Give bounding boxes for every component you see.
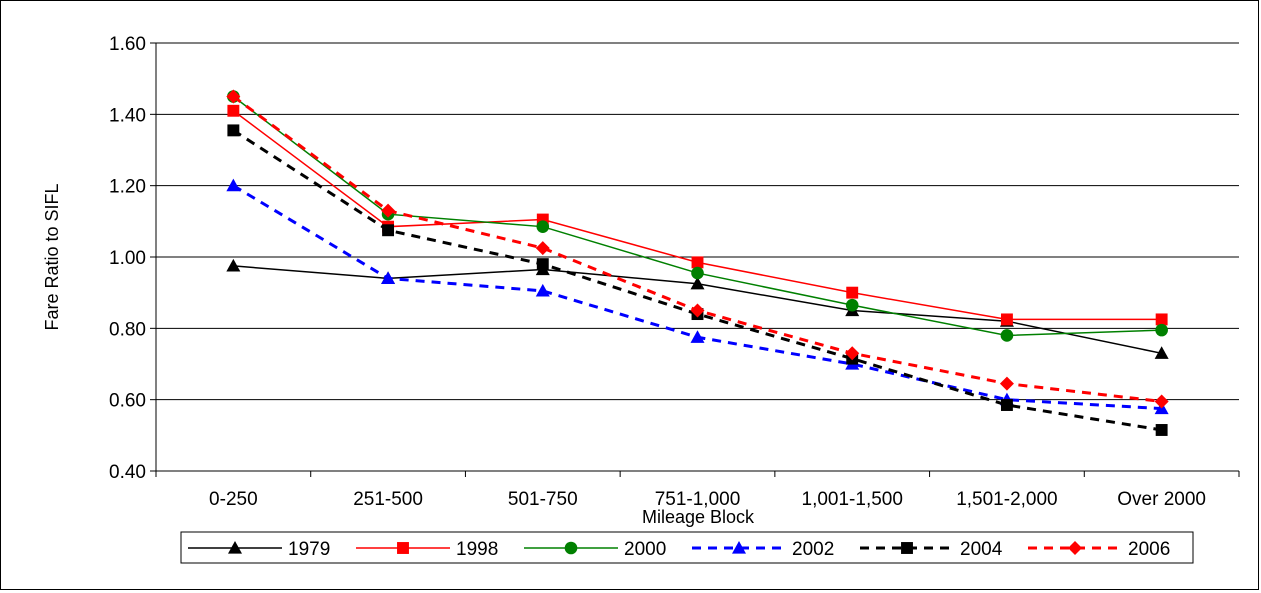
legend-label-1998: 1998 (456, 539, 498, 560)
x-tick-label: 1,001-1,500 (802, 489, 903, 510)
legend: 1979 1998 2000 2002 2004 2006 (180, 531, 1194, 564)
legend-item-1979: 1979 (188, 539, 330, 560)
data-point-2000 (1000, 329, 1014, 342)
data-point-2006 (999, 376, 1014, 391)
data-point-2002 (381, 271, 396, 284)
legend-marker-1998 (397, 542, 409, 554)
legend-marker-2000 (564, 541, 578, 555)
y-tick-label: 0.40 (109, 462, 146, 483)
data-point-2006 (535, 241, 550, 256)
data-point-2004 (227, 124, 240, 137)
y-axis-title: Fare Ratio to SIFL (42, 183, 62, 330)
data-point-2002 (226, 178, 241, 192)
legend-label-2002: 2002 (792, 539, 834, 560)
data-point-1998 (846, 286, 859, 299)
data-point-2000 (845, 298, 859, 312)
series-2006 (226, 89, 1169, 409)
legend-item-2000: 2000 (524, 539, 666, 560)
data-point-2006 (226, 89, 241, 104)
data-point-1979 (690, 276, 705, 290)
legend-box (180, 531, 1194, 564)
x-axis-title: Mileage Block (642, 507, 755, 527)
x-tick-labels: 0-250 251-500 501-750 751-1,000 1,001-1,500 1… (209, 489, 1206, 510)
y-tick-labels: 0.40 0.60 0.80 1.00 1.20 1.40 1.60 (109, 34, 146, 483)
data-point-2004 (1000, 399, 1013, 411)
y-tick-label: 1.00 (109, 248, 146, 269)
x-tick-label: 0-250 (209, 489, 258, 510)
legend-items: 1979 1998 2000 2002 2004 2006 (188, 539, 1170, 560)
data-point-1998 (227, 104, 240, 117)
y-tick-label: 1.20 (109, 177, 146, 198)
data-point-2000 (536, 220, 550, 233)
data-point-2006 (1154, 394, 1169, 409)
legend-item-2006: 2006 (1028, 539, 1170, 560)
y-tick-label: 0.60 (109, 391, 146, 412)
x-tick-label: Over 2000 (1117, 489, 1206, 510)
series-line-2006 (232, 95, 1162, 403)
series-1998 (227, 104, 1168, 326)
x-tick-label: 1,501-2,000 (956, 489, 1057, 510)
series-2002 (226, 178, 1169, 415)
axes (150, 42, 1240, 477)
data-point-2002 (535, 283, 550, 297)
gridlines (156, 42, 1239, 401)
data-point-1998 (536, 213, 549, 226)
legend-item-2004: 2004 (860, 539, 1003, 560)
data-point-2000 (691, 266, 704, 280)
data-point-1998 (1000, 313, 1013, 326)
data-point-1979 (226, 258, 241, 272)
legend-item-1998: 1998 (356, 539, 498, 560)
y-tick-label: 1.40 (109, 105, 146, 126)
legend-item-2002: 2002 (692, 539, 834, 560)
data-point-1979 (1154, 346, 1169, 359)
series-lines (226, 89, 1169, 436)
data-point-2000 (1155, 323, 1168, 337)
data-point-1998 (1155, 313, 1168, 326)
data-point-2004 (382, 224, 395, 237)
data-point-2004 (1155, 424, 1168, 436)
legend-marker-2004 (901, 542, 913, 554)
legend-marker-2002 (732, 541, 746, 554)
x-tick-label: 751-1,000 (655, 489, 741, 510)
legend-label-2006: 2006 (1128, 539, 1170, 560)
data-point-2006 (381, 203, 396, 218)
data-point-2002 (690, 330, 705, 343)
y-tick-label: 0.80 (109, 319, 146, 340)
legend-marker-2006 (1068, 541, 1082, 555)
legend-label-1979: 1979 (288, 539, 330, 560)
x-tick-label: 501-750 (508, 489, 578, 510)
x-tick-label: 251-500 (353, 489, 423, 510)
data-point-2006 (690, 303, 705, 318)
data-point-2004 (536, 258, 549, 271)
legend-label-2000: 2000 (624, 539, 666, 560)
data-point-2006 (845, 346, 860, 361)
legend-label-2004: 2004 (960, 539, 1003, 560)
y-tick-label: 1.60 (109, 34, 146, 55)
data-point-1998 (691, 256, 704, 269)
legend-marker-1979 (228, 541, 242, 554)
